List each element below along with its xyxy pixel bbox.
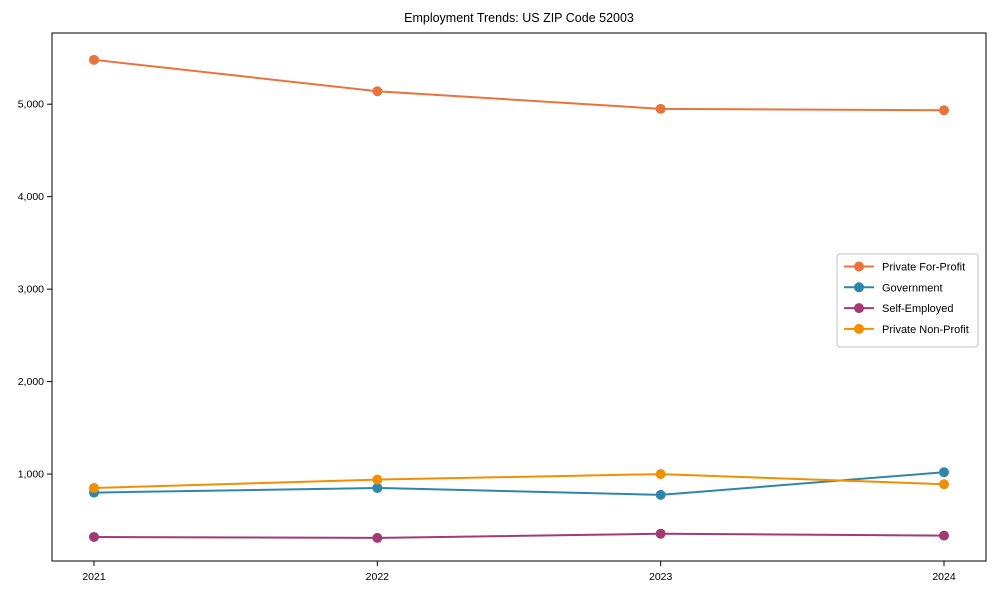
y-tick-label: 3,000 [18, 284, 44, 296]
legend-marker-private-for-profit [854, 261, 864, 272]
legend-marker-self-employed [854, 303, 864, 314]
y-tick-label: 5,000 [18, 99, 44, 111]
x-tick-label: 2023 [649, 571, 673, 583]
legend-label-private-non-profit: Private Non-Profit [882, 324, 969, 336]
series-marker-private-non-profit [655, 469, 666, 480]
series-marker-self-employed [89, 531, 99, 542]
series-marker-private-non-profit [372, 474, 383, 485]
series-marker-private-for-profit [372, 86, 383, 97]
chart-title: Employment Trends: US ZIP Code 52003 [404, 11, 634, 25]
series-line-government [93, 471, 945, 496]
x-tick-label: 2022 [366, 571, 390, 583]
legend-marker-government [854, 282, 864, 293]
series-marker-self-employed [939, 530, 949, 541]
series-marker-self-employed [372, 532, 383, 543]
legend-label-private-for-profit: Private For-Profit [882, 262, 965, 274]
series-marker-government [655, 489, 666, 500]
y-tick-label: 2,000 [18, 376, 44, 388]
legend-box [836, 253, 979, 348]
legend-label-government: Government [882, 282, 943, 294]
legend-label-self-employed: Self-Employed [882, 303, 954, 315]
x-tick-label: 2021 [82, 571, 106, 583]
y-tick-label: 1,000 [18, 469, 44, 481]
series-marker-private-non-profit [89, 482, 99, 493]
y-tick-label: 4,000 [18, 191, 44, 203]
x-tick-label: 2024 [932, 571, 956, 583]
series-marker-private-for-profit [89, 54, 99, 65]
series-marker-private-for-profit [655, 103, 666, 114]
series-line-self-employed [93, 532, 945, 539]
legend-marker-private-non-profit [854, 323, 864, 334]
series-marker-government [939, 467, 949, 478]
series-marker-self-employed [655, 528, 666, 539]
series-marker-government [372, 482, 383, 493]
series-line-private-for-profit [93, 58, 945, 112]
plot-border [51, 32, 987, 562]
series-marker-private-for-profit [939, 105, 949, 116]
series-line-private-non-profit [93, 473, 945, 489]
series-marker-private-non-profit [939, 479, 949, 490]
